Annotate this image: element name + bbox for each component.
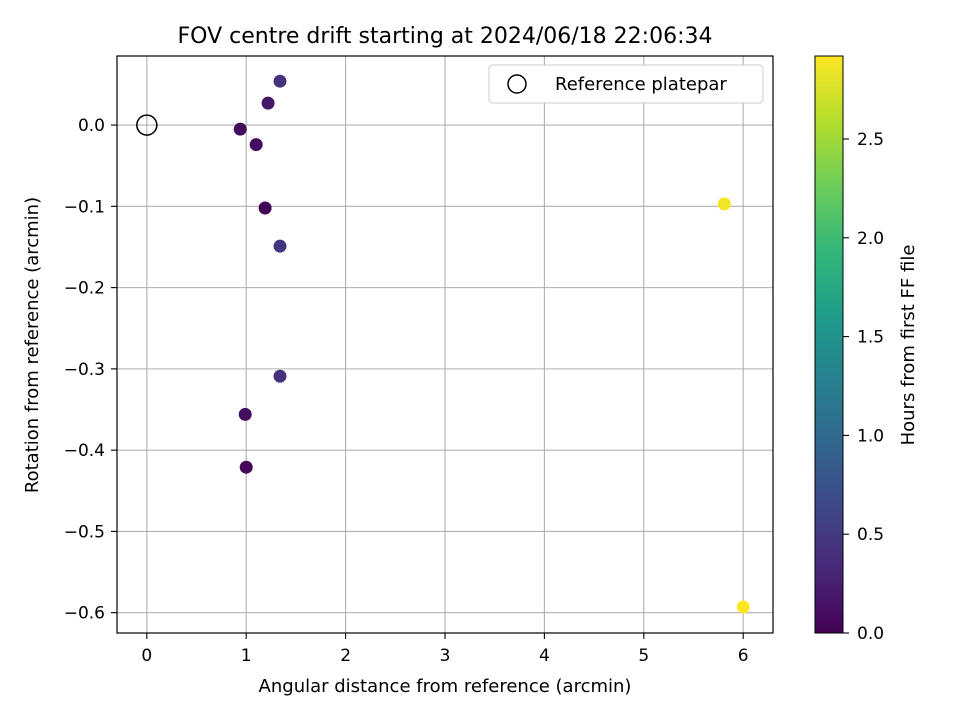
colorbar-label: Hours from first FF file — [898, 245, 919, 446]
x-tick-label: 6 — [738, 646, 749, 666]
y-tick-label: −0.6 — [64, 604, 105, 624]
data-point — [238, 407, 252, 421]
colorbar: 0.0 0.5 1.0 1.5 2.0 2.5 Hours from first FF f… — [814, 55, 919, 644]
colorbar-tick-label: 2.0 — [857, 229, 884, 249]
x-tick-label: 5 — [638, 646, 649, 666]
legend-box — [488, 64, 764, 104]
x-tick-label: 0 — [141, 646, 152, 666]
x-tick-label: 4 — [539, 646, 550, 666]
data-point — [239, 460, 253, 474]
colorbar-tick-label: 2.5 — [857, 130, 884, 150]
x-tick-label: 1 — [241, 646, 252, 666]
colorbar-tick-label: 1.0 — [857, 426, 884, 446]
y-tick-label: −0.4 — [64, 441, 105, 461]
data-point — [273, 369, 287, 383]
data-point — [258, 201, 272, 215]
colorbar-ticks: 0.0 0.5 1.0 1.5 2.0 2.5 — [843, 130, 884, 644]
legend-marker-icon — [507, 74, 527, 94]
x-axis-label: Angular distance from reference (arcmin) — [259, 676, 632, 697]
y-tick-label: −0.1 — [64, 197, 105, 217]
colorbar-gradient — [814, 55, 844, 634]
chart-title: FOV centre drift starting at 2024/06/18 … — [178, 24, 713, 49]
data-point — [249, 138, 263, 152]
data-point — [717, 197, 731, 211]
data-point — [736, 600, 750, 614]
legend-label: Reference platepar — [555, 74, 727, 95]
y-tick-label: −0.3 — [64, 360, 105, 380]
reference-point — [136, 114, 158, 136]
x-tick-label: 2 — [340, 646, 351, 666]
y-tick-label: −0.2 — [64, 279, 105, 299]
data-point — [233, 122, 247, 136]
data-point — [261, 96, 275, 110]
legend: Reference platepar — [488, 64, 764, 104]
data-point — [273, 239, 287, 253]
grid — [117, 56, 773, 633]
data-points — [136, 74, 750, 614]
colorbar-tick-label: 0.5 — [857, 525, 884, 545]
y-tick-label: 0.0 — [78, 116, 105, 136]
x-tick-label: 3 — [440, 646, 451, 666]
data-point — [273, 74, 287, 88]
y-tick-label: −0.5 — [64, 522, 105, 542]
colorbar-tick-label: 1.5 — [857, 328, 884, 348]
axis-ticks: 0 1 2 3 4 5 6 0.0 −0.1 −0.2 −0.3 −0.4 −0.5 −0.6 — [64, 116, 749, 666]
y-axis-label: Rotation from reference (arcmin) — [22, 197, 43, 493]
colorbar-tick-label: 0.0 — [857, 624, 884, 644]
